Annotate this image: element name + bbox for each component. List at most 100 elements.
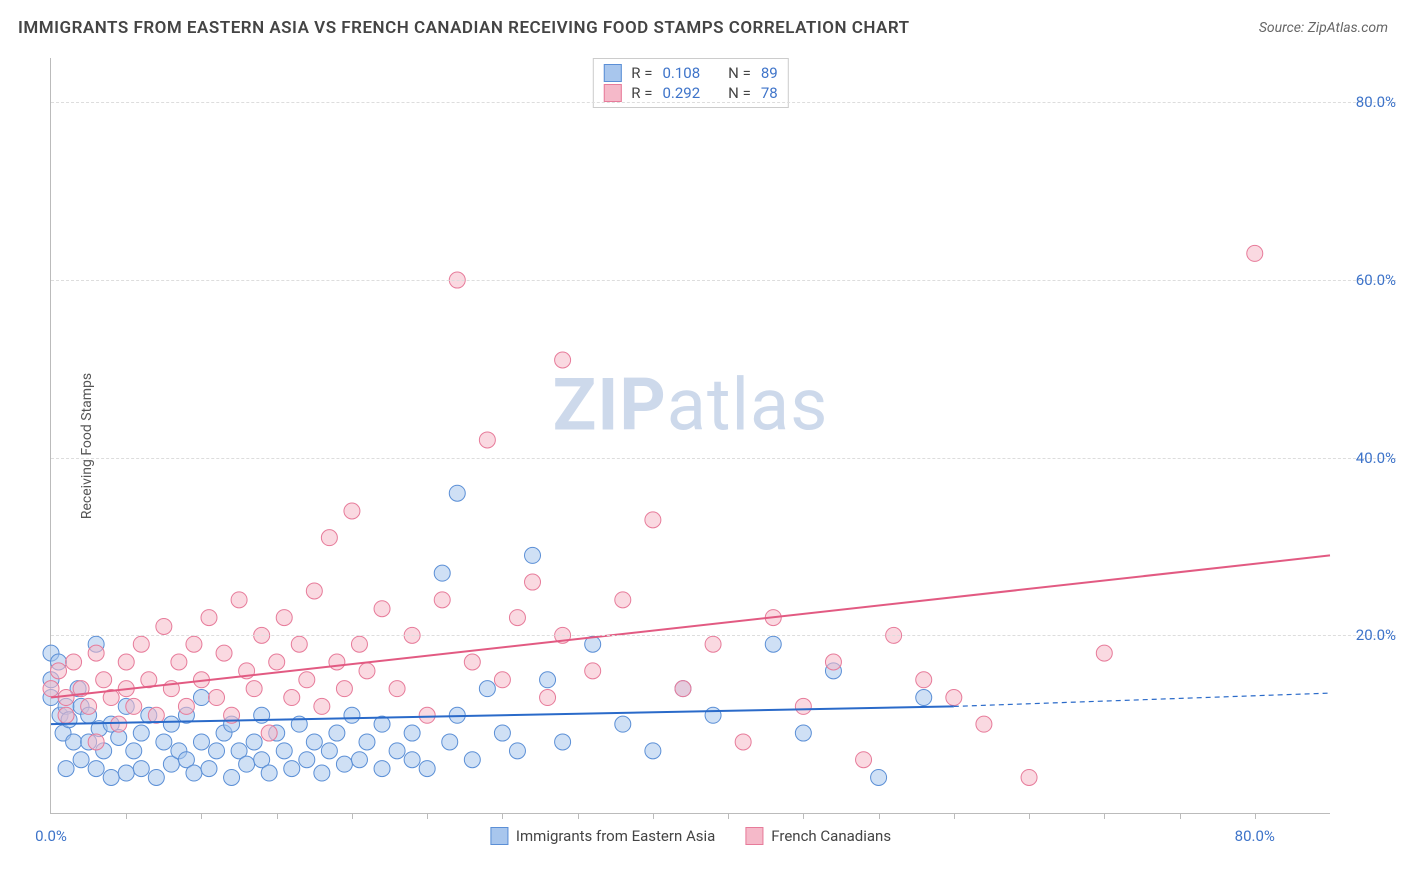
y-tick-label: 80.0% [1336,93,1396,111]
scatter-point [193,734,209,750]
stat-n-label: N = [728,64,751,82]
stat-n-value: 89 [761,64,778,82]
scatter-point [675,681,691,697]
scatter-point [359,734,375,750]
scatter-point [73,752,89,768]
scatter-point [231,592,247,608]
swatch-icon [603,64,621,82]
series-legend: Immigrants from Eastern Asia French Cana… [490,827,891,845]
scatter-point [126,743,142,759]
scatter-point [645,743,661,759]
scatter-point [306,583,322,599]
gridline [51,635,1396,636]
scatter-point [494,725,510,741]
scatter-point [58,707,74,723]
scatter-point [156,618,172,634]
scatter-point [291,636,307,652]
scatter-point [81,698,97,714]
scatter-point [1096,645,1112,661]
scatter-point [871,769,887,785]
scatter-point [705,707,721,723]
scatter-point [186,765,202,781]
scatter-point [442,734,458,750]
scatter-point [51,663,67,679]
regression-line-dashed [954,693,1330,706]
stat-n-label: N = [728,84,751,102]
scatter-point [88,734,104,750]
swatch-icon [603,84,621,102]
x-tick-mark [954,813,955,819]
scatter-point [133,761,149,777]
scatter-point [148,707,164,723]
x-tick-mark [578,813,579,819]
scatter-point [916,672,932,688]
stat-r-value: 0.108 [662,64,700,82]
scatter-point [118,765,134,781]
scatter-point [133,725,149,741]
scatter-point [306,734,322,750]
scatter-point [126,698,142,714]
chart-title: IMMIGRANTS FROM EASTERN ASIA VS FRENCH C… [18,18,910,38]
scatter-point [329,725,345,741]
scatter-point [374,761,390,777]
scatter-point [976,716,992,732]
scatter-point [795,698,811,714]
scatter-point [351,636,367,652]
scatter-point [118,654,134,670]
scatter-point [246,734,262,750]
scatter-point [434,592,450,608]
scatter-point [224,769,240,785]
scatter-point [1021,769,1037,785]
legend-item: Immigrants from Eastern Asia [490,827,715,845]
x-tick-mark [728,813,729,819]
scatter-point [269,654,285,670]
scatter-point [209,743,225,759]
x-tick-mark [653,813,654,819]
scatter-point [856,752,872,768]
x-tick-label: 0.0% [35,827,67,845]
scatter-point [464,654,480,670]
scatter-point [314,765,330,781]
scatter-point [239,756,255,772]
scatter-point [43,681,59,697]
legend-item: French Canadians [745,827,891,845]
scatter-point [389,743,405,759]
y-tick-label: 40.0% [1336,449,1396,467]
scatter-point [58,690,74,706]
scatter-point [329,654,345,670]
scatter-point [525,574,541,590]
scatter-point [494,672,510,688]
scatter-point [404,752,420,768]
stat-n-value: 78 [761,84,778,102]
swatch-icon [490,827,508,845]
scatter-point [201,761,217,777]
x-tick-mark [1180,813,1181,819]
scatter-point [509,743,525,759]
gridline [51,280,1396,281]
scatter-point [916,690,932,706]
scatter-point [103,769,119,785]
scatter-svg [51,58,1330,813]
scatter-point [163,716,179,732]
scatter-point [321,530,337,546]
x-tick-mark [879,813,880,819]
scatter-point [246,681,262,697]
stat-r-label: R = [631,64,652,82]
scatter-point [615,716,631,732]
scatter-point [111,716,127,732]
scatter-point [540,690,556,706]
scatter-point [419,707,435,723]
scatter-point [344,503,360,519]
scatter-point [389,681,405,697]
source-label: Source: [1259,20,1304,36]
scatter-point [276,610,292,626]
swatch-icon [745,827,763,845]
scatter-point [209,690,225,706]
regression-line [51,555,1330,697]
x-tick-mark [352,813,353,819]
scatter-point [156,734,172,750]
x-tick-mark [803,813,804,819]
scatter-point [464,752,480,768]
scatter-point [946,690,962,706]
scatter-point [336,681,352,697]
